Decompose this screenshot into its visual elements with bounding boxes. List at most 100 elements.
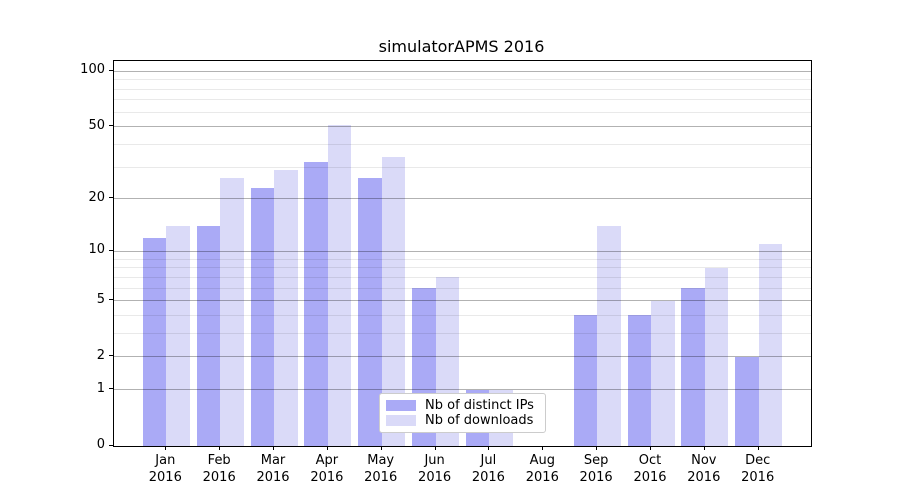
- gridline-minor-4: [114, 314, 811, 316]
- bar-downloads-mar-2016: [274, 169, 298, 446]
- legend: Nb of distinct IPs Nb of downloads: [379, 393, 546, 433]
- x-tick-label-jun-2016: Jun 2016: [403, 452, 467, 486]
- gridline-minor-90: [114, 79, 811, 81]
- gridline-major-100: [114, 70, 811, 72]
- x-tick-mark-jun-2016: [434, 446, 436, 450]
- x-tick-mark-jul-2016: [488, 446, 490, 450]
- x-tick-year: 2016: [364, 470, 398, 485]
- gridline-major-2: [114, 356, 811, 358]
- chart-title: simulatorAPMS 2016: [378, 37, 545, 56]
- x-tick-label-aug-2016: Aug 2016: [510, 452, 574, 486]
- gridline-major-5: [114, 300, 811, 301]
- x-tick-mark-oct-2016: [650, 446, 651, 450]
- x-tick-year: 2016: [256, 470, 290, 485]
- x-tick-label-dec-2016: Dec 2016: [726, 452, 790, 486]
- x-tick-label-jul-2016: Jul 2016: [456, 452, 520, 486]
- bar-ips-jan-2016: [142, 237, 167, 446]
- y-tick-label-10: 10: [88, 242, 105, 258]
- x-tick-label-jan-2016: Jan 2016: [133, 452, 197, 486]
- x-tick-month: Feb: [207, 453, 231, 468]
- x-tick-month: Jan: [155, 453, 176, 468]
- x-tick-month: Mar: [260, 453, 286, 468]
- gridline-minor-7: [114, 276, 811, 278]
- y-tick-mark-50: [109, 125, 113, 127]
- bar-ips-may-2016: [358, 178, 382, 446]
- y-tick-label-100: 100: [80, 62, 105, 78]
- x-tick-label-mar-2016: Mar 2016: [241, 452, 305, 486]
- gridline-major-1: [114, 389, 811, 391]
- gridline-minor-80: [114, 88, 811, 90]
- x-tick-label-apr-2016: Apr 2016: [295, 452, 359, 486]
- bar-downloads-jan-2016: [166, 226, 190, 446]
- legend-swatch-downloads-icon: [386, 415, 416, 426]
- x-tick-year: 2016: [202, 470, 236, 485]
- y-tick-mark-20: [109, 197, 113, 199]
- bar-downloads-feb-2016: [220, 178, 244, 446]
- x-tick-month: Sep: [583, 453, 609, 468]
- x-tick-mark-dec-2016: [757, 446, 759, 450]
- y-tick-mark-1: [109, 388, 113, 390]
- y-tick-mark-100: [109, 69, 113, 71]
- bar-ips-dec-2016: [735, 356, 759, 446]
- x-tick-year: 2016: [471, 470, 505, 485]
- x-tick-label-nov-2016: Nov 2016: [672, 452, 736, 486]
- gridline-minor-60: [114, 111, 811, 113]
- x-tick-label-oct-2016: Oct 2016: [618, 452, 682, 486]
- y-tick-label-0: 0: [96, 437, 105, 452]
- x-tick-month: Dec: [745, 453, 771, 468]
- bar-ips-feb-2016: [196, 226, 221, 446]
- x-tick-year: 2016: [633, 470, 667, 485]
- gridline-minor-70: [114, 99, 811, 101]
- gridline-minor-9: [114, 258, 811, 260]
- bar-downloads-nov-2016: [704, 267, 729, 446]
- bar-downloads-apr-2016: [327, 125, 352, 446]
- bar-downloads-sep-2016: [597, 226, 621, 446]
- x-tick-year: 2016: [741, 470, 775, 485]
- x-tick-mark-aug-2016: [542, 446, 544, 450]
- gridline-major-20: [114, 198, 811, 200]
- gridline-minor-8: [114, 267, 811, 269]
- gridline-minor-3: [114, 332, 811, 334]
- bar-downloads-oct-2016: [651, 300, 675, 446]
- y-tick-label-1: 1: [96, 380, 105, 396]
- x-tick-month: May: [367, 453, 395, 468]
- legend-item-downloads: Nb of downloads: [386, 413, 539, 428]
- x-tick-year: 2016: [525, 470, 559, 485]
- x-tick-label-feb-2016: Feb 2016: [187, 452, 251, 486]
- x-tick-year: 2016: [687, 470, 721, 485]
- y-tick-mark-5: [109, 299, 113, 300]
- gridline-major-50: [114, 126, 811, 128]
- x-tick-month: Apr: [315, 453, 339, 468]
- x-tick-mark-nov-2016: [703, 446, 705, 450]
- x-tick-year: 2016: [310, 470, 344, 485]
- x-tick-year: 2016: [579, 470, 613, 485]
- gridline-minor-30: [114, 166, 811, 168]
- x-tick-mark-feb-2016: [219, 446, 221, 450]
- x-tick-mark-sep-2016: [596, 446, 598, 450]
- y-tick-mark-0: [109, 444, 113, 446]
- bar-ips-nov-2016: [681, 288, 705, 446]
- y-tick-label-20: 20: [88, 189, 105, 205]
- bar-ips-oct-2016: [627, 315, 651, 446]
- x-tick-month: Nov: [691, 453, 717, 468]
- x-tick-month: Aug: [529, 453, 555, 468]
- y-tick-label-2: 2: [96, 347, 105, 363]
- grid-layer: [114, 61, 811, 446]
- x-tick-mark-may-2016: [380, 446, 382, 450]
- x-tick-mark-apr-2016: [326, 446, 328, 450]
- x-tick-year: 2016: [418, 470, 452, 485]
- x-tick-month: Jun: [424, 453, 445, 468]
- bar-ips-apr-2016: [304, 162, 328, 446]
- x-tick-month: Oct: [638, 453, 662, 468]
- x-tick-label-sep-2016: Sep 2016: [564, 452, 628, 486]
- bar-ips-mar-2016: [250, 187, 274, 446]
- x-tick-mark-jan-2016: [165, 446, 167, 450]
- x-tick-year: 2016: [148, 470, 182, 485]
- legend-label-distinct-ips: Nb of distinct IPs: [425, 398, 534, 413]
- y-tick-label-50: 50: [88, 117, 105, 133]
- x-tick-mark-mar-2016: [273, 446, 274, 450]
- bar-ips-sep-2016: [573, 315, 598, 446]
- x-tick-month: Jul: [480, 453, 497, 468]
- gridline-minor-40: [114, 143, 811, 145]
